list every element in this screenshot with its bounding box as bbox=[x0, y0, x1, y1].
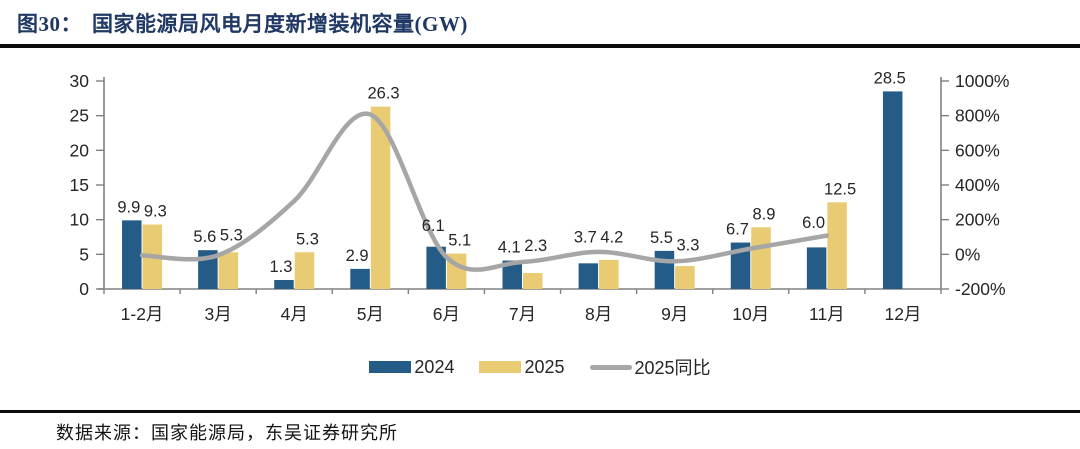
bar-value-label-2025-5月: 26.3 bbox=[368, 85, 400, 103]
bar-value-label-2025-3月: 5.3 bbox=[220, 226, 243, 244]
bar-2025-7月 bbox=[523, 273, 543, 289]
bar-2024-9月 bbox=[654, 250, 675, 289]
bar-value-label-2024-11月: 6.0 bbox=[802, 214, 825, 232]
x-axis-tick-label: 12月 bbox=[884, 304, 921, 324]
bar-2024-1-2月 bbox=[122, 220, 142, 289]
x-axis-tick-label: 9月 bbox=[661, 304, 688, 324]
page-title: 国家能源局风电月度新增装机容量(GW) bbox=[92, 12, 468, 36]
bar-value-label-2025-1-2月: 9.3 bbox=[144, 203, 167, 221]
x-axis-tick-label: 5月 bbox=[357, 304, 384, 324]
bar-value-label-2024-9月: 5.5 bbox=[650, 229, 673, 247]
bottom-divider-rule bbox=[0, 410, 1080, 413]
right-axis-tick-label: 0% bbox=[955, 244, 980, 264]
bar-value-label-2024-7月: 4.1 bbox=[498, 239, 521, 257]
bar-value-label-2024-12月: 28.5 bbox=[874, 69, 906, 87]
bar-value-label-2025-9月: 3.3 bbox=[676, 237, 699, 255]
bar-value-label-2025-11月: 12.5 bbox=[824, 180, 856, 198]
y-axis-tick-label: 25 bbox=[70, 106, 89, 126]
x-axis-tick-label: 7月 bbox=[509, 304, 536, 324]
legend-bar-swatch bbox=[479, 361, 522, 373]
y-axis-tick-label: 15 bbox=[70, 175, 89, 195]
bar-2024-5月 bbox=[350, 268, 370, 289]
legend-line-swatch bbox=[589, 364, 632, 370]
x-axis-tick-label: 4月 bbox=[281, 304, 308, 324]
legend-label: 2025 bbox=[524, 356, 565, 377]
right-axis-tick-label: 400% bbox=[955, 175, 1000, 195]
bar-value-label-2024-1-2月: 9.9 bbox=[117, 198, 140, 216]
top-divider-rule bbox=[0, 44, 1080, 48]
right-axis-tick-label: 600% bbox=[955, 140, 1000, 160]
bar-2025-11月 bbox=[827, 202, 847, 289]
bar-2025-3月 bbox=[218, 252, 239, 289]
y-axis-tick-label: 30 bbox=[70, 71, 90, 91]
x-axis-tick-label: 6月 bbox=[433, 304, 460, 324]
x-axis-tick-label: 3月 bbox=[205, 304, 232, 324]
bar-2024-12月 bbox=[882, 91, 903, 290]
bar-value-label-2025-4月: 5.3 bbox=[296, 230, 319, 248]
legend-label: 2025同比 bbox=[634, 358, 711, 378]
bar-value-label-2024-8月: 3.7 bbox=[574, 229, 597, 247]
bar-value-label-2024-5月: 2.9 bbox=[346, 247, 369, 265]
chart-legend: 2024 2025 2025同比 bbox=[0, 354, 1080, 380]
legend-item-2025同比: 2025同比 bbox=[589, 354, 711, 380]
bar-value-label-2025-8月: 4.2 bbox=[600, 228, 623, 246]
legend-bar-swatch bbox=[369, 361, 412, 373]
bar-value-label-2024-3月: 5.6 bbox=[193, 228, 216, 246]
bar-value-label-2024-10月: 6.7 bbox=[726, 221, 749, 239]
y-axis-tick-label: 20 bbox=[70, 140, 90, 160]
figure-label: 图30： bbox=[17, 12, 82, 36]
bar-value-label-2025-7月: 2.3 bbox=[524, 237, 547, 255]
x-axis-tick-label: 8月 bbox=[585, 304, 612, 324]
right-axis-tick-label: 200% bbox=[955, 210, 1000, 230]
right-axis-tick-label: -200% bbox=[955, 279, 1006, 299]
bar-2025-8月 bbox=[599, 259, 619, 289]
right-axis-tick-label: 1000% bbox=[955, 71, 1010, 91]
yoy-trend-line bbox=[139, 111, 830, 272]
legend-item-2024: 2024 bbox=[369, 357, 454, 378]
bar-value-label-2024-4月: 1.3 bbox=[270, 258, 293, 276]
legend-label: 2024 bbox=[414, 356, 455, 377]
y-axis-tick-label: 5 bbox=[79, 244, 89, 264]
bar-2024-7月 bbox=[502, 260, 522, 289]
bar-value-label-2024-6月: 6.1 bbox=[422, 217, 445, 235]
bar-2025-9月 bbox=[675, 266, 695, 289]
bar-2024-6月 bbox=[426, 246, 446, 289]
bar-value-label-2025-10月: 8.9 bbox=[753, 205, 776, 223]
data-source: 数据来源：国家能源局，东吴证券研究所 bbox=[56, 423, 398, 443]
bar-2025-5月 bbox=[370, 106, 391, 289]
x-axis-tick-label: 11月 bbox=[809, 304, 845, 324]
bar-2024-8月 bbox=[578, 263, 599, 289]
bar-2024-10月 bbox=[730, 242, 751, 289]
bar-2024-11月 bbox=[806, 247, 827, 289]
bar-2025-10月 bbox=[751, 227, 771, 289]
right-axis-tick-label: 800% bbox=[955, 106, 1000, 126]
bar-2025-4月 bbox=[294, 252, 315, 289]
y-axis-tick-label: 10 bbox=[70, 210, 90, 230]
figure-title-row: 图30： 国家能源局风电月度新增装机容量(GW) bbox=[17, 8, 468, 38]
bar-2024-4月 bbox=[274, 279, 294, 289]
legend-item-2025: 2025 bbox=[479, 356, 565, 378]
x-axis-tick-label: 1-2月 bbox=[121, 304, 164, 324]
y-axis-tick-label: 0 bbox=[79, 279, 89, 299]
bar-value-label-2025-6月: 5.1 bbox=[448, 232, 471, 250]
x-axis-tick-label: 10月 bbox=[732, 304, 769, 324]
